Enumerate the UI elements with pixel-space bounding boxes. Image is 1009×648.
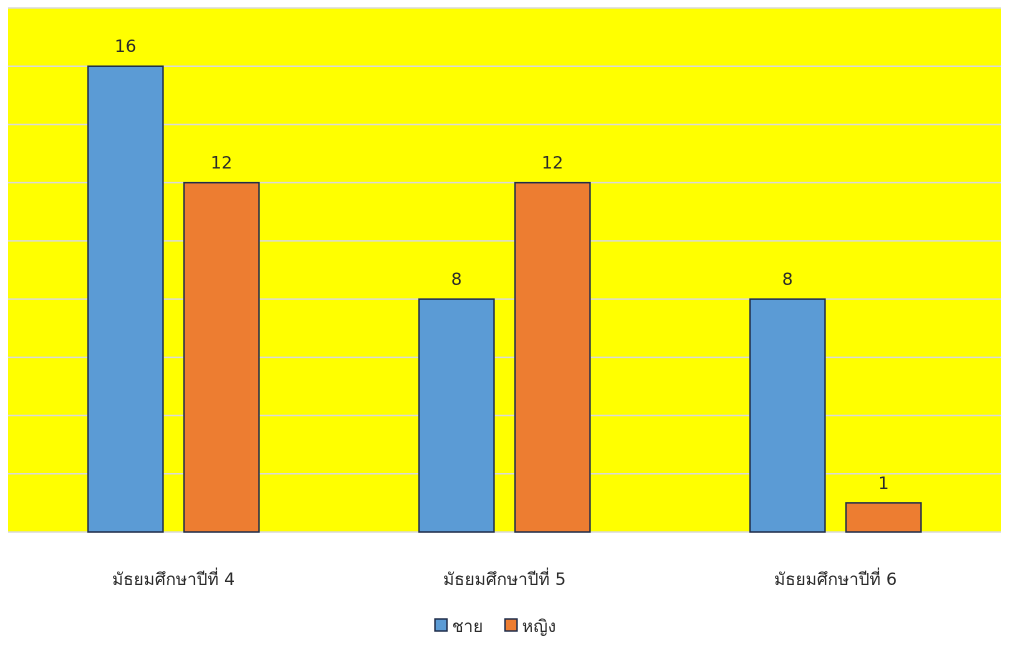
data-labels: 16 12 8 12 8 1 xyxy=(115,37,889,494)
bar-female-2 xyxy=(514,181,591,533)
legend-label: ชาย xyxy=(452,617,483,637)
bar-male-3 xyxy=(749,298,826,533)
legend-swatch xyxy=(504,618,518,632)
bar-male-1 xyxy=(87,65,164,533)
bars xyxy=(87,65,922,533)
data-label: 16 xyxy=(115,37,137,57)
x-tick-label: มัธยมศึกษาปีที่ 5 xyxy=(443,567,566,590)
legend-item-female: หญิง xyxy=(504,617,556,637)
legend: ชาย หญิง xyxy=(434,617,556,637)
gridlines xyxy=(8,7,1001,533)
legend-label: หญิง xyxy=(522,617,556,637)
x-axis-tick-labels: มัธยมศึกษาปีที่ 4 มัธยมศึกษาปีที่ 5 มัธยมศ… xyxy=(112,567,897,590)
x-tick-label: มัธยมศึกษาปีที่ 4 xyxy=(112,567,235,590)
bar-female-3 xyxy=(845,502,922,533)
data-label: 12 xyxy=(211,154,233,174)
plot-area xyxy=(8,8,1001,532)
legend-swatch xyxy=(434,618,448,632)
bar-female-1 xyxy=(183,181,260,533)
x-tick-label: มัธยมศึกษาปีที่ 6 xyxy=(774,567,897,590)
bar-male-2 xyxy=(418,298,495,533)
data-label: 8 xyxy=(451,270,462,290)
data-label: 1 xyxy=(878,474,889,494)
data-label: 12 xyxy=(542,154,564,174)
legend-item-male: ชาย xyxy=(434,617,483,637)
data-label: 8 xyxy=(782,270,793,290)
